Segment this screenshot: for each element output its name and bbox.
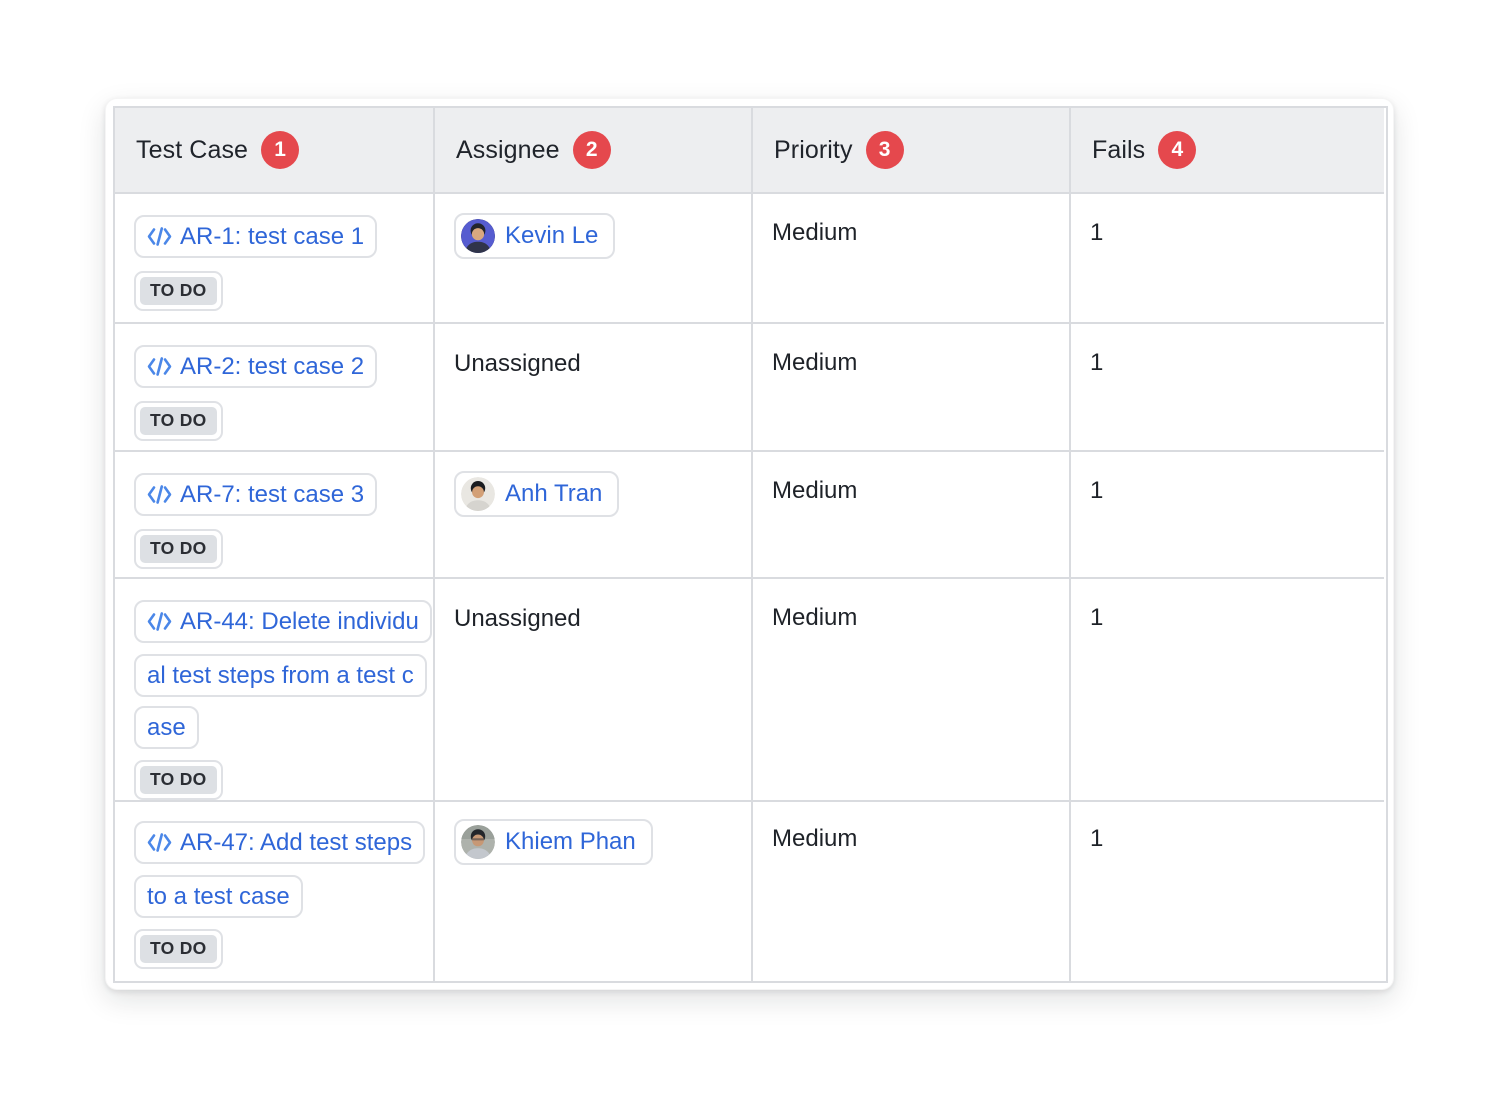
status-badge-label: TO DO bbox=[140, 935, 217, 963]
status-badge: TO DO bbox=[134, 401, 223, 441]
test-case-link[interactable]: AR-7: test case 3 bbox=[134, 473, 378, 516]
status-badge: TO DO bbox=[134, 271, 223, 311]
assignee-cell: Unassigned bbox=[435, 579, 753, 802]
test-case-cell: AR-47: Add test steps to a test case TO … bbox=[115, 800, 435, 981]
test-case-cell: AR-2: test case 2 TO DO bbox=[115, 324, 435, 452]
assignee-chip[interactable]: Anh Tran bbox=[454, 471, 620, 517]
column-header-fails: Fails 4 bbox=[1071, 108, 1384, 194]
table-row: AR-47: Add test steps to a test case TO … bbox=[115, 800, 1386, 981]
code-icon bbox=[147, 213, 172, 265]
fails-cell: 1 bbox=[1071, 579, 1384, 802]
table-header-row: Test Case 1 Assignee 2 Priority 3 Fails … bbox=[115, 108, 1386, 194]
fails-cell: 1 bbox=[1071, 800, 1384, 981]
column-header-test-case: Test Case 1 bbox=[115, 108, 435, 194]
table-row: AR-1: test case 1 TO DO Kevin Le Medium … bbox=[115, 194, 1386, 324]
code-icon bbox=[147, 819, 172, 871]
test-case-cell: AR-7: test case 3 TO DO bbox=[115, 452, 435, 579]
assignee-cell: Khiem Phan bbox=[435, 800, 753, 981]
assignee-cell: Anh Tran bbox=[435, 452, 753, 579]
column-header-assignee: Assignee 2 bbox=[435, 108, 753, 194]
status-badge-label: TO DO bbox=[140, 766, 217, 794]
priority-value: Medium bbox=[772, 604, 858, 631]
code-icon bbox=[147, 343, 172, 395]
priority-value: Medium bbox=[772, 825, 858, 852]
table-row: AR-2: test case 2 TO DO Unassigned Mediu… bbox=[115, 324, 1386, 452]
test-case-table-card: Test Case 1 Assignee 2 Priority 3 Fails … bbox=[105, 98, 1394, 990]
assignee-name: Anh Tran bbox=[505, 480, 603, 507]
test-case-link-label: AR-1: test case 1 bbox=[180, 223, 365, 250]
assignee-chip[interactable]: Khiem Phan bbox=[454, 819, 653, 865]
test-case-link[interactable]: AR-47: Add test steps to a test case bbox=[134, 819, 426, 918]
fails-value: 1 bbox=[1090, 219, 1104, 246]
status-badge: TO DO bbox=[134, 529, 223, 569]
assignee-name: Kevin Le bbox=[505, 222, 599, 249]
column-header-label: Fails bbox=[1092, 135, 1146, 164]
table-row: AR-7: test case 3 TO DO Anh Tran Medium … bbox=[115, 452, 1386, 579]
status-badge-label: TO DO bbox=[140, 407, 217, 435]
test-case-cell: AR-1: test case 1 TO DO bbox=[115, 194, 435, 324]
priority-cell: Medium bbox=[753, 579, 1071, 802]
test-case-link-label: AR-2: test case 2 bbox=[180, 353, 365, 380]
test-case-table: Test Case 1 Assignee 2 Priority 3 Fails … bbox=[113, 106, 1388, 983]
status-badge: TO DO bbox=[134, 760, 223, 800]
assignee-chip[interactable]: Kevin Le bbox=[454, 213, 616, 259]
assignee-name: Khiem Phan bbox=[505, 828, 636, 855]
assignee-unassigned-label: Unassigned bbox=[454, 350, 581, 377]
fails-value: 1 bbox=[1090, 349, 1104, 376]
fails-value: 1 bbox=[1090, 825, 1104, 852]
test-case-link[interactable]: AR-44: Delete individual test steps from… bbox=[134, 600, 432, 749]
fails-cell: 1 bbox=[1071, 324, 1384, 452]
test-case-link-label: AR-47: Add test steps to a test case bbox=[147, 829, 413, 910]
code-icon bbox=[147, 471, 172, 523]
test-case-link[interactable]: AR-2: test case 2 bbox=[134, 345, 378, 388]
test-case-link[interactable]: AR-1: test case 1 bbox=[134, 215, 378, 258]
test-case-cell: AR-44: Delete individual test steps from… bbox=[115, 579, 435, 802]
column-header-priority: Priority 3 bbox=[753, 108, 1071, 194]
column-header-label: Test Case bbox=[136, 135, 249, 164]
assignee-cell: Kevin Le bbox=[435, 194, 753, 324]
column-header-label: Priority bbox=[774, 135, 853, 164]
annotation-badge-3: 3 bbox=[865, 131, 904, 169]
priority-cell: Medium bbox=[753, 324, 1071, 452]
priority-value: Medium bbox=[772, 219, 858, 246]
fails-value: 1 bbox=[1090, 477, 1104, 504]
assignee-cell: Unassigned bbox=[435, 324, 753, 452]
priority-cell: Medium bbox=[753, 194, 1071, 324]
avatar bbox=[461, 219, 495, 253]
table-row: AR-44: Delete individual test steps from… bbox=[115, 579, 1386, 802]
status-badge-label: TO DO bbox=[140, 535, 217, 563]
annotation-badge-1: 1 bbox=[261, 131, 300, 169]
priority-value: Medium bbox=[772, 349, 858, 376]
test-case-link-label: AR-7: test case 3 bbox=[180, 481, 365, 508]
code-icon bbox=[147, 598, 172, 650]
status-badge: TO DO bbox=[134, 929, 223, 969]
column-header-label: Assignee bbox=[456, 135, 560, 164]
priority-cell: Medium bbox=[753, 800, 1071, 981]
assignee-unassigned-label: Unassigned bbox=[454, 605, 581, 632]
priority-cell: Medium bbox=[753, 452, 1071, 579]
test-case-link-label: AR-44: Delete individual test steps from… bbox=[147, 608, 419, 741]
status-badge-label: TO DO bbox=[140, 277, 217, 305]
fails-cell: 1 bbox=[1071, 194, 1384, 324]
annotation-badge-4: 4 bbox=[1158, 131, 1197, 169]
avatar bbox=[461, 825, 495, 859]
fails-cell: 1 bbox=[1071, 452, 1384, 579]
avatar bbox=[461, 477, 495, 511]
fails-value: 1 bbox=[1090, 604, 1104, 631]
annotation-badge-2: 2 bbox=[572, 131, 611, 169]
priority-value: Medium bbox=[772, 477, 858, 504]
